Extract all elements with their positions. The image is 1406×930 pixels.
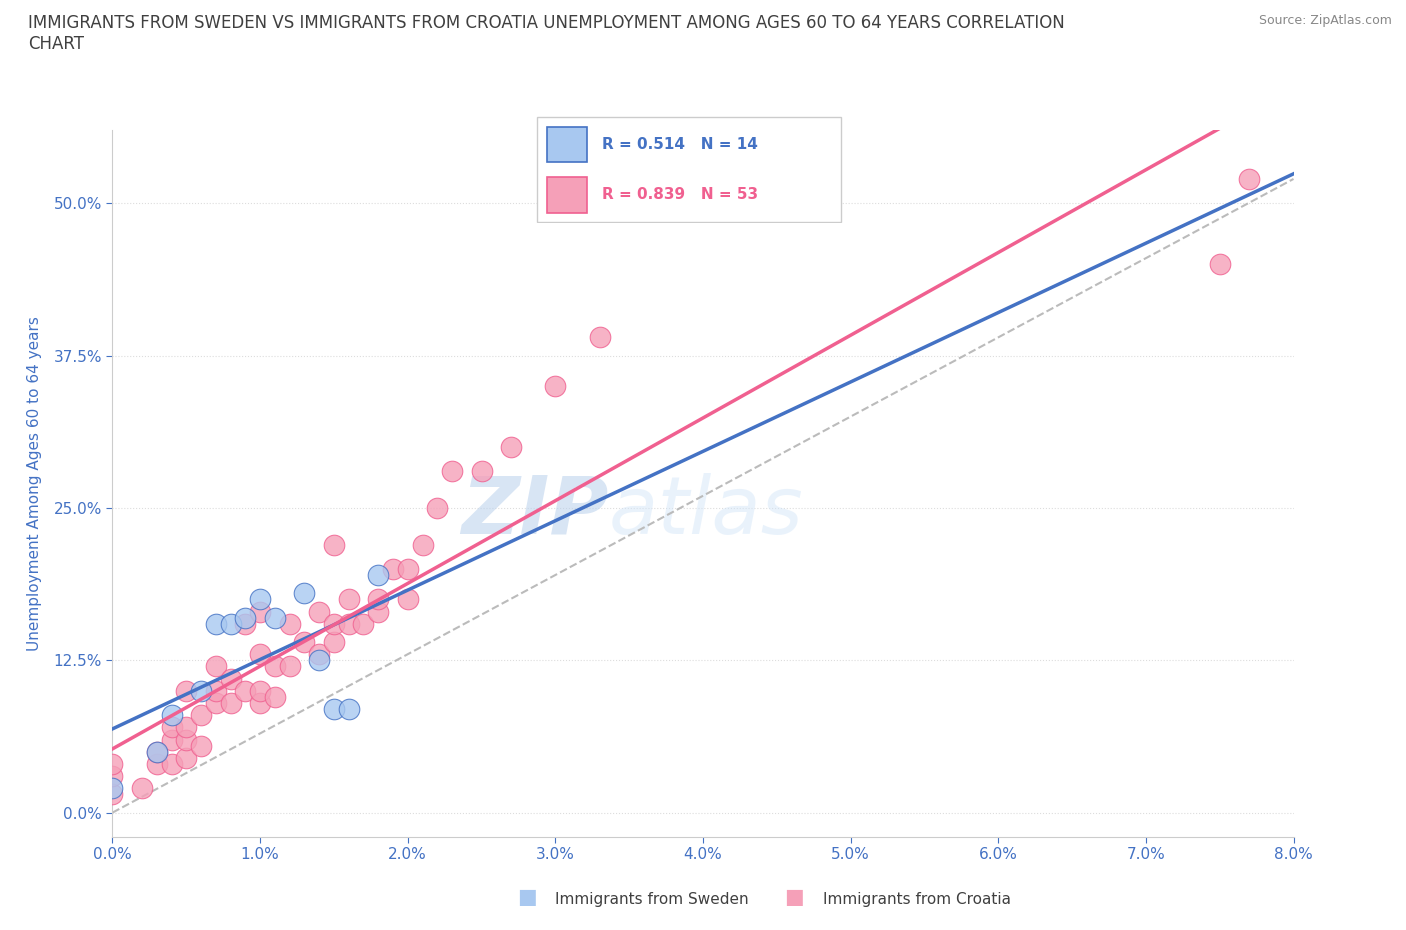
Point [249,604,271,619]
Point [337,617,360,631]
Text: Immigrants from Sweden: Immigrants from Sweden [555,892,749,907]
Text: ZIP: ZIP [461,472,609,551]
Point [233,684,256,698]
Point [101,787,124,802]
Point [160,756,183,771]
Point [396,591,419,606]
Point [323,538,346,552]
Point [205,617,228,631]
Point [308,646,330,661]
Point [160,720,183,735]
Point [219,696,242,711]
Text: CHART: CHART [28,35,84,53]
Text: atlas: atlas [609,472,803,551]
FancyBboxPatch shape [547,178,586,213]
Point [160,708,183,723]
Point [264,689,287,704]
Point [249,646,271,661]
Point [337,701,360,716]
Point [249,696,271,711]
Text: ■: ■ [785,886,804,907]
Point [146,744,169,759]
Text: R = 0.839   N = 53: R = 0.839 N = 53 [602,187,758,202]
Point [264,610,287,625]
Text: ■: ■ [517,886,537,907]
Point [367,567,389,582]
Point [205,696,228,711]
Point [174,720,197,735]
Point [1208,257,1232,272]
Point [233,610,256,625]
Point [471,464,494,479]
Point [396,562,419,577]
Point [190,708,212,723]
Point [323,617,346,631]
Point [174,732,197,747]
Point [264,659,287,674]
Point [337,591,360,606]
Point [101,768,124,783]
Point [101,756,124,771]
Point [205,684,228,698]
Point [308,653,330,668]
Point [190,684,212,698]
Point [278,617,301,631]
Point [190,738,212,753]
Text: Immigrants from Croatia: Immigrants from Croatia [823,892,1011,907]
Point [233,617,256,631]
Y-axis label: Unemployment Among Ages 60 to 64 years: Unemployment Among Ages 60 to 64 years [28,316,42,651]
Point [308,604,330,619]
Point [323,701,346,716]
Point [131,781,153,796]
Point [367,604,389,619]
Point [412,538,434,552]
Point [323,634,346,649]
Point [292,634,315,649]
Point [588,330,610,345]
Point [544,379,567,393]
Text: IMMIGRANTS FROM SWEDEN VS IMMIGRANTS FROM CROATIA UNEMPLOYMENT AMONG AGES 60 TO : IMMIGRANTS FROM SWEDEN VS IMMIGRANTS FRO… [28,14,1064,32]
FancyBboxPatch shape [537,117,841,222]
Point [174,684,197,698]
Point [146,744,169,759]
Point [292,586,315,601]
Point [146,756,169,771]
Point [219,617,242,631]
Point [278,659,301,674]
Text: R = 0.514   N = 14: R = 0.514 N = 14 [602,137,758,152]
Point [1239,171,1261,186]
Point [352,617,374,631]
FancyBboxPatch shape [547,127,586,162]
Text: Source: ZipAtlas.com: Source: ZipAtlas.com [1258,14,1392,27]
Point [501,440,523,455]
Point [249,684,271,698]
Point [174,751,197,765]
Point [160,732,183,747]
Point [205,659,228,674]
Point [219,671,242,686]
Point [249,591,271,606]
Point [101,781,124,796]
Point [367,591,389,606]
Point [382,562,405,577]
Point [426,500,449,515]
Point [441,464,464,479]
